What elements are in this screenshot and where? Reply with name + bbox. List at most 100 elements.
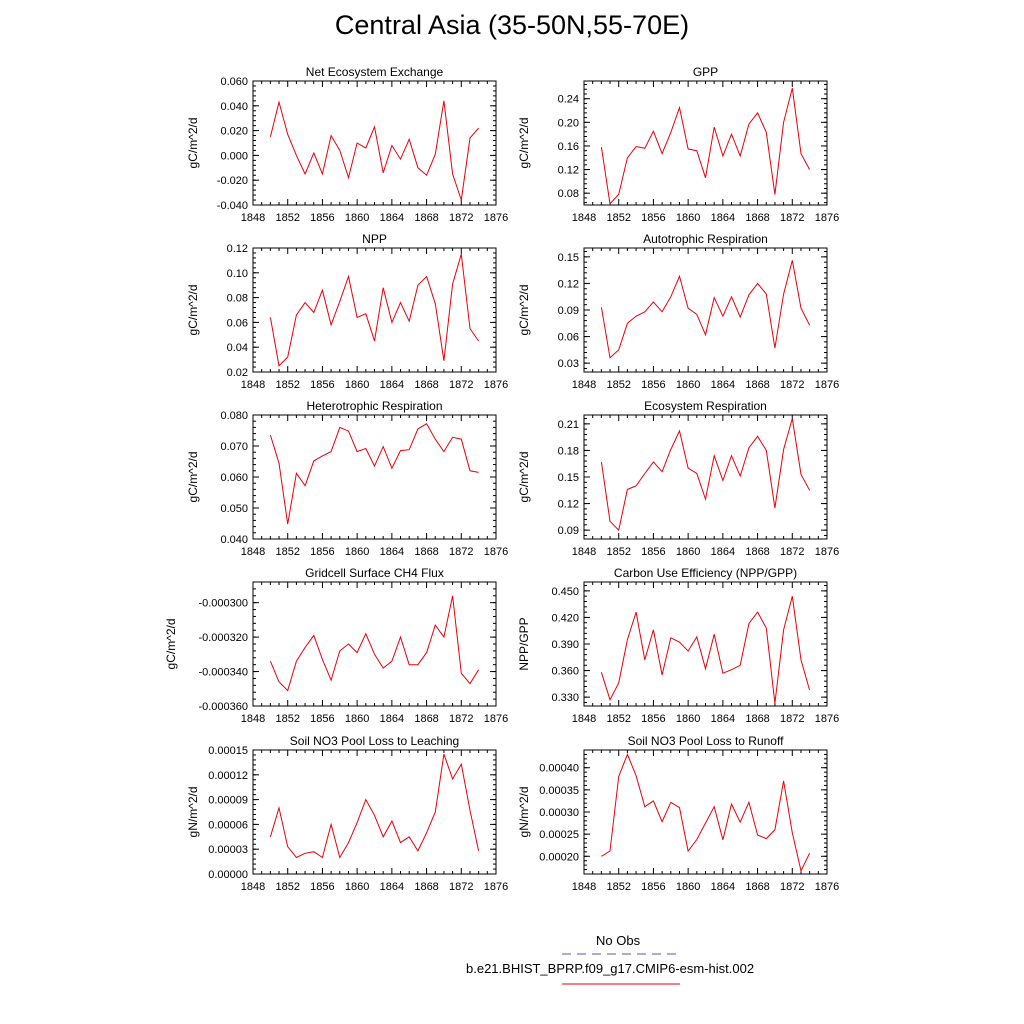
y-tick-label: 0.000 xyxy=(220,150,248,162)
x-tick-label: 1852 xyxy=(275,713,299,725)
chart-panel-3: NPP gC/m^2/d 1848 1852 1856 1860 1864 1868 1872 1… xyxy=(186,232,508,391)
y-axis-label: gN/m^2/d xyxy=(186,787,200,838)
page-title: Central Asia (35-50N,55-70E) xyxy=(334,10,690,40)
x-tick-label: 1872 xyxy=(780,379,804,391)
x-tick-label: 1868 xyxy=(745,713,769,725)
y-axis-label: gC/m^2/d xyxy=(186,118,200,169)
y-tick-label: 0.04 xyxy=(227,342,248,354)
chart-panel-7: Gridcell Surface CH4 Flux gC/m^2/d 1848 185… xyxy=(164,566,508,725)
x-tick-label: 1856 xyxy=(641,713,665,725)
x-tick-label: 1856 xyxy=(310,379,334,391)
x-tick-label: 1868 xyxy=(745,379,769,391)
series-line xyxy=(600,87,811,205)
y-tick-label: 0.080 xyxy=(220,410,248,422)
x-tick-label: 1860 xyxy=(345,212,369,224)
x-tick-label: 1856 xyxy=(641,379,665,391)
x-tick-label: 1848 xyxy=(241,212,265,224)
x-tick-label: 1860 xyxy=(676,212,700,224)
series-line xyxy=(600,596,811,704)
x-tick-label: 1864 xyxy=(380,212,404,224)
x-tick-label: 1852 xyxy=(606,546,630,558)
plot-frame xyxy=(252,581,497,707)
x-tick-label: 1856 xyxy=(641,546,665,558)
x-tick-label: 1864 xyxy=(380,379,404,391)
y-axis-label: gC/m^2/d xyxy=(186,285,200,336)
y-tick-label: -0.000340 xyxy=(198,667,248,679)
panel-title: Carbon Use Efficiency (NPP/GPP) xyxy=(614,566,797,580)
y-tick-label: 0.390 xyxy=(551,639,579,651)
series-line xyxy=(269,254,480,367)
x-tick-label: 1848 xyxy=(241,546,265,558)
x-tick-label: 1852 xyxy=(606,881,630,893)
series-line xyxy=(269,595,480,692)
y-tick-label: 0.12 xyxy=(227,243,248,255)
chart-panel-5: Heterotrophic Respiration gC/m^2/d 1848 185… xyxy=(186,399,508,558)
x-tick-label: 1864 xyxy=(711,881,735,893)
plot-frame xyxy=(583,749,828,875)
x-tick-label: 1864 xyxy=(711,379,735,391)
x-tick-label: 1876 xyxy=(815,379,839,391)
y-tick-label: 0.09 xyxy=(558,305,579,317)
x-tick-label: 1848 xyxy=(241,881,265,893)
x-tick-label: 1868 xyxy=(414,881,438,893)
x-tick-label: 1852 xyxy=(275,212,299,224)
panel-title: Ecosystem Respiration xyxy=(644,399,767,413)
x-tick-label: 1852 xyxy=(606,379,630,391)
y-axis-label: gC/m^2/d xyxy=(517,118,531,169)
x-tick-label: 1876 xyxy=(484,546,508,558)
y-tick-label: 0.060 xyxy=(220,472,248,484)
series-line xyxy=(600,418,811,532)
x-tick-label: 1860 xyxy=(345,379,369,391)
y-tick-label: 0.450 xyxy=(551,586,579,598)
plot-frame xyxy=(252,247,497,373)
plot-frame xyxy=(583,581,828,707)
x-tick-label: 1876 xyxy=(484,212,508,224)
x-tick-label: 1860 xyxy=(345,546,369,558)
y-tick-label: -0.000360 xyxy=(198,701,248,713)
chart-panel-1: Net Ecosystem Exchange gC/m^2/d 1848 1852 18… xyxy=(186,65,508,224)
y-tick-label: 0.360 xyxy=(551,666,579,678)
y-tick-label: 0.00040 xyxy=(539,763,579,775)
y-tick-label: 0.00009 xyxy=(208,795,248,807)
y-tick-label: 0.12 xyxy=(558,499,579,511)
y-tick-label: 0.050 xyxy=(220,503,248,515)
x-tick-label: 1872 xyxy=(449,713,473,725)
y-tick-label: 0.070 xyxy=(220,441,248,453)
chart-panel-2: GPP gC/m^2/d 1848 1852 1856 1860 1864 1868 1872 1… xyxy=(517,65,839,224)
y-tick-label: 0.00000 xyxy=(208,869,248,881)
x-tick-label: 1860 xyxy=(345,713,369,725)
y-tick-label: -0.040 xyxy=(217,200,248,212)
series-line xyxy=(269,753,480,859)
y-tick-label: 0.00015 xyxy=(208,745,248,757)
y-tick-label: 0.15 xyxy=(558,252,579,264)
x-tick-label: 1848 xyxy=(572,881,596,893)
y-axis-label: gC/m^2/d xyxy=(517,285,531,336)
x-tick-label: 1872 xyxy=(449,881,473,893)
plot-frame xyxy=(252,80,497,206)
x-tick-label: 1868 xyxy=(414,212,438,224)
x-tick-label: 1876 xyxy=(484,713,508,725)
y-tick-label: 0.00035 xyxy=(539,785,579,797)
y-tick-label: 0.16 xyxy=(558,141,579,153)
y-tick-label: 0.03 xyxy=(558,358,579,370)
x-tick-label: 1876 xyxy=(484,379,508,391)
x-tick-label: 1860 xyxy=(676,546,700,558)
x-tick-label: 1876 xyxy=(815,546,839,558)
y-tick-label: 0.00030 xyxy=(539,807,579,819)
y-axis-label: gC/m^2/d xyxy=(517,452,531,503)
x-tick-label: 1864 xyxy=(380,713,404,725)
y-tick-label: 0.00006 xyxy=(208,819,248,831)
x-tick-label: 1872 xyxy=(780,713,804,725)
y-tick-label: 0.00020 xyxy=(539,851,579,863)
y-tick-label: 0.08 xyxy=(227,293,248,305)
y-tick-label: 0.12 xyxy=(558,278,579,290)
x-tick-label: 1852 xyxy=(275,379,299,391)
x-tick-label: 1852 xyxy=(275,881,299,893)
x-tick-label: 1864 xyxy=(711,212,735,224)
chart-panel-9: Soil NO3 Pool Loss to Leaching gN/m^2/d 18… xyxy=(186,734,508,893)
y-tick-label: 0.00012 xyxy=(208,770,248,782)
y-tick-label: 0.020 xyxy=(220,126,248,138)
x-tick-label: 1860 xyxy=(345,881,369,893)
y-axis-label: NPP/GPP xyxy=(517,617,531,670)
chart-panel-10: Soil NO3 Pool Loss to Runoff gN/m^2/d 1848… xyxy=(517,734,839,893)
